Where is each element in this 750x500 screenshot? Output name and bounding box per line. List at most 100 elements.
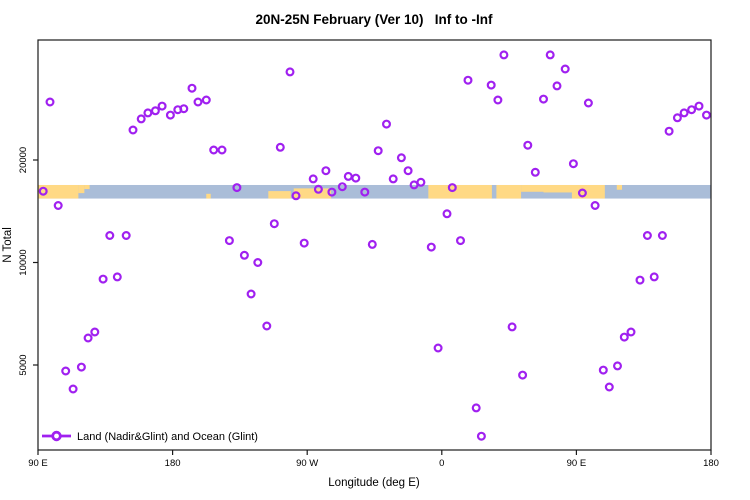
data-point — [68, 384, 78, 394]
data-point — [568, 159, 578, 169]
legend-marker — [51, 430, 62, 442]
data-point — [642, 231, 652, 241]
data-point — [416, 177, 426, 187]
data-point — [291, 191, 301, 201]
data-point — [583, 98, 593, 108]
land-segment — [38, 184, 79, 199]
data-point — [545, 50, 555, 60]
land-segment — [84, 184, 90, 190]
x-tick-label: 180 — [165, 458, 181, 469]
data-point — [672, 113, 682, 123]
data-point — [285, 67, 295, 77]
data-point — [246, 289, 256, 299]
data-point — [253, 258, 263, 268]
data-point — [619, 332, 629, 342]
data-point — [626, 327, 636, 337]
data-point — [518, 370, 528, 380]
land-segment — [543, 184, 605, 193]
land-segment — [293, 188, 332, 199]
data-point — [98, 274, 108, 284]
data-point — [486, 80, 496, 90]
x-tick-label: 90 E — [567, 458, 587, 469]
land-ocean-band — [38, 184, 711, 199]
data-point — [679, 108, 689, 118]
data-point — [388, 174, 398, 184]
data-point — [560, 64, 570, 74]
data-point — [442, 209, 452, 219]
data-point — [193, 97, 203, 107]
data-point — [299, 238, 309, 248]
data-point — [657, 231, 667, 241]
data-point — [61, 366, 71, 376]
data-point — [187, 83, 197, 93]
land-segment — [616, 184, 623, 190]
y-axis-label: N Total — [2, 227, 14, 263]
data-point — [232, 183, 242, 193]
y-tick-label: 20000 — [18, 147, 29, 173]
data-point — [403, 166, 413, 176]
data-point — [308, 174, 318, 184]
data-point — [360, 187, 370, 197]
data-point — [476, 431, 486, 441]
data-point — [552, 81, 562, 91]
x-tick-label: 0 — [439, 458, 444, 469]
data-point — [694, 101, 704, 111]
data-points-layer — [38, 50, 711, 441]
land-segment — [571, 191, 605, 199]
data-point — [179, 104, 189, 114]
data-point — [143, 108, 153, 118]
data-point — [538, 94, 548, 104]
axes-layer: 90 E 180 90 W 0 90 E 180 5000 10000 20000 — [18, 39, 719, 469]
data-point — [90, 327, 100, 337]
data-point — [612, 361, 622, 371]
data-point — [128, 125, 138, 135]
data-point — [493, 95, 503, 105]
data-point — [224, 236, 234, 246]
x-axis-label: Longitude (deg E) — [328, 477, 420, 489]
data-point — [201, 95, 211, 105]
data-point — [105, 231, 115, 241]
data-point — [447, 183, 457, 193]
data-point — [577, 188, 587, 198]
data-point — [426, 242, 436, 252]
land-segment — [206, 193, 211, 199]
data-point — [275, 142, 285, 152]
data-point — [373, 146, 383, 156]
data-point — [530, 167, 540, 177]
y-tick-label: 10000 — [18, 249, 29, 275]
land-segment — [428, 184, 492, 199]
data-point — [121, 231, 131, 241]
data-point — [83, 333, 93, 343]
data-point — [433, 343, 443, 353]
data-point — [507, 322, 517, 332]
legend: Land (Nadir&Glint) and Ocean (Glint) — [42, 430, 258, 443]
data-point — [45, 97, 55, 107]
land-segment — [78, 184, 85, 194]
data-point — [136, 114, 146, 124]
data-point — [456, 236, 466, 246]
legend-label: Land (Nadir&Glint) and Ocean (Glint) — [77, 431, 258, 443]
data-point — [262, 321, 272, 331]
land-segment — [496, 184, 522, 199]
data-point — [471, 403, 481, 413]
data-point — [604, 382, 614, 392]
data-point — [396, 153, 406, 163]
data-point — [664, 126, 674, 136]
data-point — [367, 239, 377, 249]
ocean-strip — [38, 184, 711, 199]
data-point — [382, 119, 392, 129]
data-point — [327, 187, 337, 197]
plot-frame — [37, 39, 712, 451]
data-point — [499, 50, 509, 60]
x-tick-label: 90 E — [28, 458, 48, 469]
data-point — [76, 362, 86, 372]
y-tick-label: 5000 — [18, 354, 29, 375]
data-point — [165, 110, 175, 120]
x-tick-label: 180 — [703, 458, 719, 469]
land-segment — [521, 184, 544, 192]
chart-title: 20N-25N February (Ver 10) Inf to -Inf — [255, 12, 493, 27]
data-point — [321, 166, 331, 176]
data-point — [701, 110, 711, 120]
